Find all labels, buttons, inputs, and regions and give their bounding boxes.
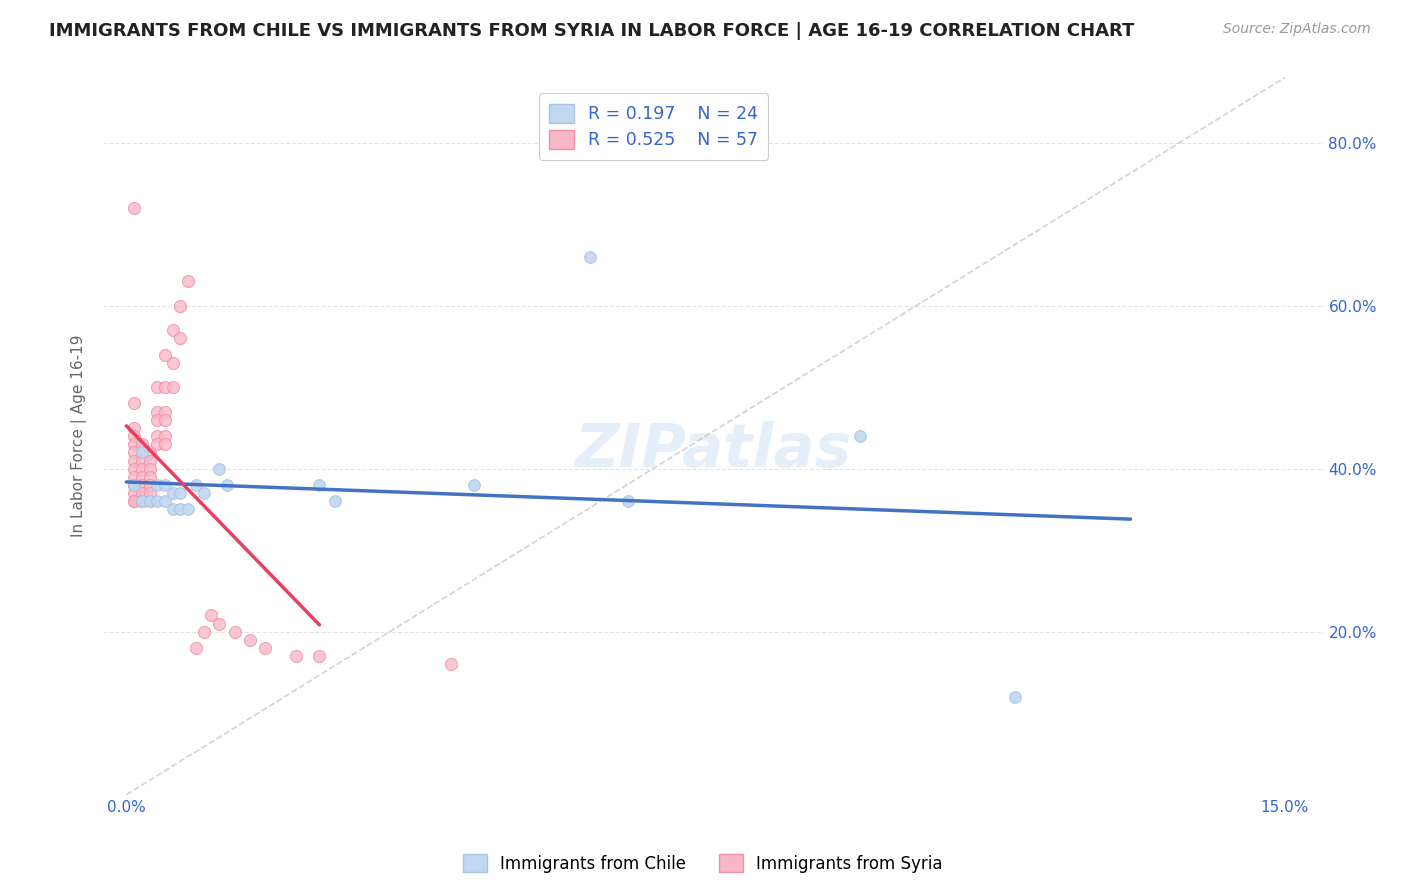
- Point: [138, 445, 160, 459]
- Point: [578, 250, 600, 264]
- Point: [131, 494, 153, 508]
- Point: [122, 478, 145, 492]
- Point: [122, 494, 145, 508]
- Point: [215, 478, 238, 492]
- Y-axis label: In Labor Force | Age 16-19: In Labor Force | Age 16-19: [72, 334, 87, 537]
- Point: [131, 445, 153, 459]
- Legend: R = 0.197    N = 24, R = 0.525    N = 57: R = 0.197 N = 24, R = 0.525 N = 57: [538, 94, 768, 160]
- Point: [239, 632, 262, 647]
- Point: [153, 413, 176, 427]
- Point: [146, 404, 169, 418]
- Point: [177, 274, 200, 288]
- Point: [138, 461, 160, 475]
- Point: [146, 494, 169, 508]
- Point: [162, 502, 184, 516]
- Point: [1004, 690, 1026, 704]
- Point: [849, 429, 872, 443]
- Point: [122, 470, 145, 484]
- Point: [131, 494, 153, 508]
- Point: [285, 649, 308, 664]
- Point: [122, 201, 145, 215]
- Point: [138, 494, 160, 508]
- Point: [138, 453, 160, 467]
- Text: Source: ZipAtlas.com: Source: ZipAtlas.com: [1223, 22, 1371, 37]
- Point: [138, 486, 160, 500]
- Point: [200, 608, 222, 623]
- Point: [131, 437, 153, 451]
- Point: [153, 429, 176, 443]
- Point: [153, 494, 176, 508]
- Point: [208, 616, 231, 631]
- Point: [146, 478, 169, 492]
- Point: [193, 624, 215, 639]
- Point: [131, 470, 153, 484]
- Point: [153, 404, 176, 418]
- Point: [122, 437, 145, 451]
- Point: [122, 478, 145, 492]
- Point: [193, 486, 215, 500]
- Point: [162, 380, 184, 394]
- Point: [122, 445, 145, 459]
- Point: [254, 640, 277, 655]
- Point: [131, 478, 153, 492]
- Point: [131, 453, 153, 467]
- Point: [146, 429, 169, 443]
- Point: [323, 494, 346, 508]
- Point: [122, 478, 145, 492]
- Point: [122, 421, 145, 435]
- Point: [208, 461, 231, 475]
- Point: [463, 478, 485, 492]
- Point: [146, 413, 169, 427]
- Point: [440, 657, 463, 672]
- Point: [169, 331, 191, 345]
- Point: [122, 494, 145, 508]
- Point: [162, 356, 184, 370]
- Point: [184, 478, 207, 492]
- Point: [131, 494, 153, 508]
- Point: [122, 486, 145, 500]
- Point: [122, 429, 145, 443]
- Point: [153, 437, 176, 451]
- Text: IMMIGRANTS FROM CHILE VS IMMIGRANTS FROM SYRIA IN LABOR FORCE | AGE 16-19 CORREL: IMMIGRANTS FROM CHILE VS IMMIGRANTS FROM…: [49, 22, 1135, 40]
- Point: [153, 347, 176, 361]
- Point: [308, 478, 330, 492]
- Point: [122, 453, 145, 467]
- Point: [131, 445, 153, 459]
- Point: [122, 461, 145, 475]
- Point: [138, 494, 160, 508]
- Point: [162, 486, 184, 500]
- Point: [177, 502, 200, 516]
- Point: [617, 494, 640, 508]
- Point: [138, 470, 160, 484]
- Point: [153, 380, 176, 394]
- Point: [122, 396, 145, 410]
- Point: [169, 502, 191, 516]
- Point: [153, 478, 176, 492]
- Text: ZIPatlas: ZIPatlas: [575, 421, 852, 480]
- Point: [308, 649, 330, 664]
- Point: [169, 299, 191, 313]
- Point: [146, 380, 169, 394]
- Point: [138, 478, 160, 492]
- Point: [131, 486, 153, 500]
- Point: [146, 437, 169, 451]
- Legend: Immigrants from Chile, Immigrants from Syria: Immigrants from Chile, Immigrants from S…: [457, 847, 949, 880]
- Point: [169, 486, 191, 500]
- Point: [162, 323, 184, 337]
- Point: [184, 640, 207, 655]
- Point: [131, 461, 153, 475]
- Point: [224, 624, 246, 639]
